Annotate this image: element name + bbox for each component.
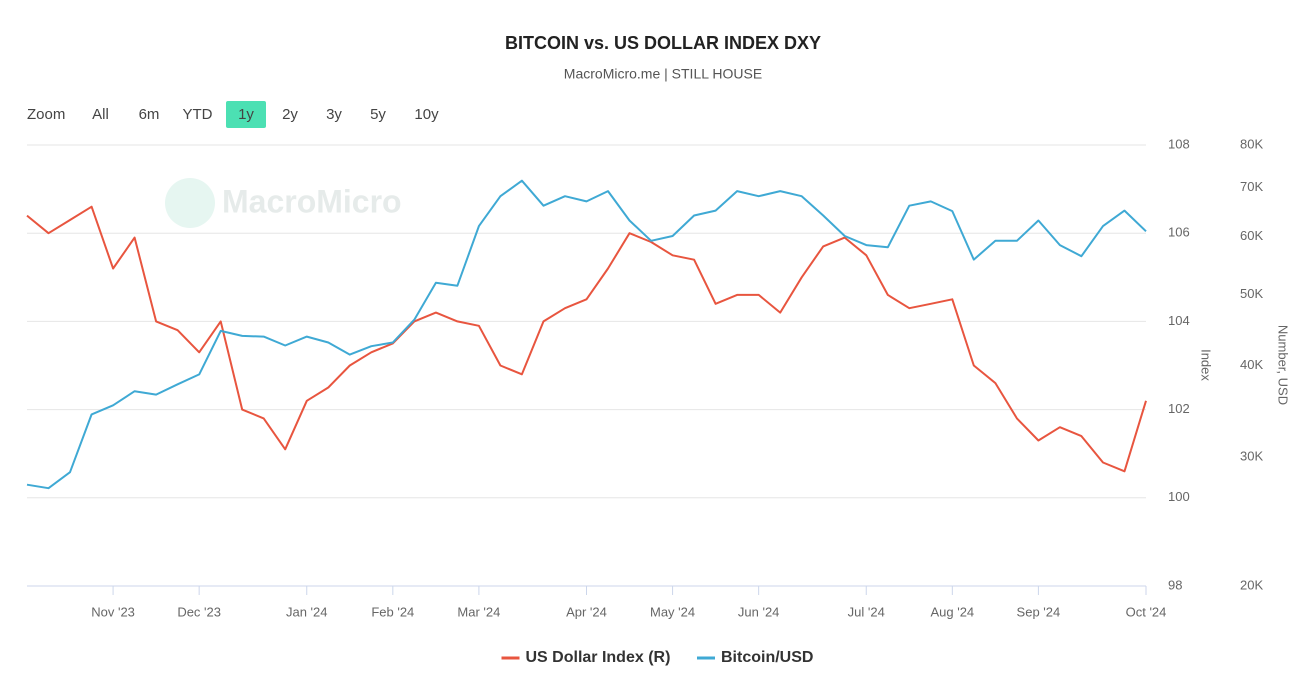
x-tick-label: Dec '23 [177, 604, 221, 619]
y2-tick-label: 20K [1240, 577, 1263, 592]
x-tick-label: Mar '24 [457, 604, 500, 619]
range-button[interactable]: 5y [370, 106, 386, 123]
range-button[interactable]: 6m [139, 106, 160, 123]
y2-tick-label: 40K [1240, 357, 1263, 372]
y2-tick-label: 60K [1240, 228, 1263, 243]
range-button[interactable]: 3y [326, 106, 342, 123]
range-button[interactable]: 10y [414, 106, 439, 123]
series-line [26, 205, 1147, 473]
range-button[interactable]: All [92, 106, 109, 123]
y-tick-label: 104 [1168, 313, 1190, 328]
x-tick-label: Jul '24 [848, 604, 885, 619]
chart-title: BITCOIN vs. US DOLLAR INDEX DXY [505, 33, 821, 53]
watermark: MacroMicro [222, 183, 402, 219]
y2-tick-label: 50K [1240, 286, 1263, 301]
range-button[interactable]: 2y [282, 106, 298, 123]
x-tick-label: Apr '24 [566, 604, 607, 619]
range-button[interactable]: 1y [238, 106, 254, 123]
y2-tick-label: 70K [1240, 179, 1263, 194]
y-tick-label: 102 [1168, 401, 1190, 416]
chart-subtitle: MacroMicro.me | STILL HOUSE [564, 66, 762, 82]
y-tick-label: 98 [1168, 577, 1182, 592]
y-tick-label: 100 [1168, 489, 1190, 504]
range-button-bg[interactable] [226, 101, 266, 128]
y-tick-label: 106 [1168, 225, 1190, 240]
series-line [26, 179, 1147, 490]
x-tick-label: Oct '24 [1126, 604, 1167, 619]
y-tick-label: 108 [1168, 136, 1190, 151]
legend-label: US Dollar Index (R) [526, 649, 671, 666]
x-tick-label: Jan '24 [286, 604, 328, 619]
watermark-logo [165, 178, 215, 228]
legend-label: Bitcoin/USD [721, 649, 813, 666]
y2-tick-label: 30K [1240, 448, 1263, 463]
y2-axis-label: Number, USD [1276, 325, 1291, 405]
y2-tick-label: 80K [1240, 136, 1263, 151]
x-tick-label: May '24 [650, 604, 695, 619]
x-tick-label: Sep '24 [1017, 604, 1061, 619]
range-button[interactable]: YTD [183, 106, 213, 123]
x-tick-label: Nov '23 [91, 604, 135, 619]
zoom-label: Zoom [27, 106, 65, 123]
y-axis-label: Index [1199, 349, 1214, 381]
x-tick-label: Jun '24 [738, 604, 780, 619]
x-tick-label: Feb '24 [371, 604, 414, 619]
x-tick-label: Aug '24 [930, 604, 974, 619]
